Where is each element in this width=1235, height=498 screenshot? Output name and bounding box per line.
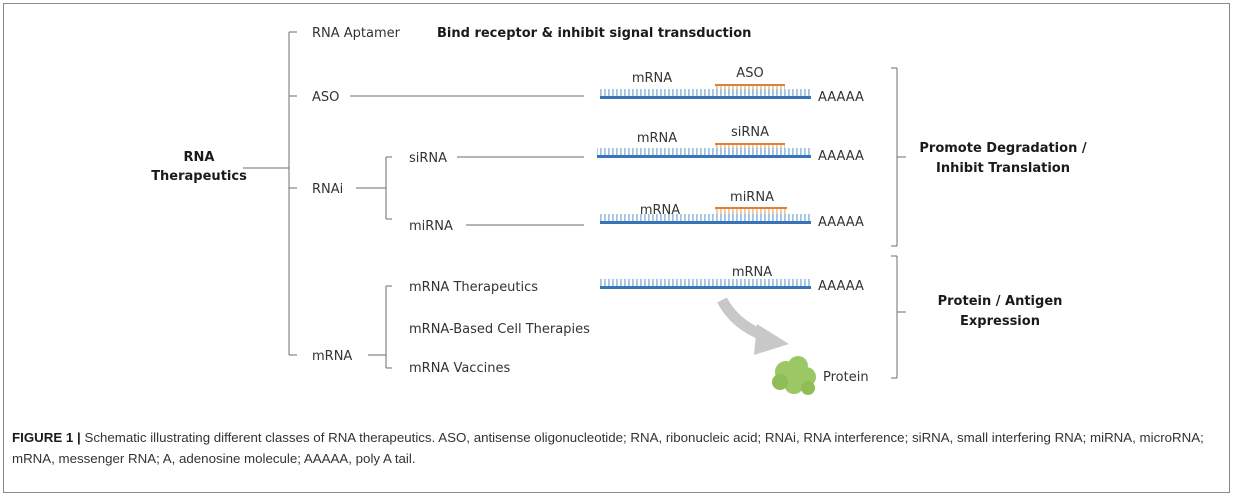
mirna-binder-label: miRNA (730, 190, 774, 205)
effect-expression-line1: Protein / Antigen (938, 294, 1063, 309)
sirna-poly-a-tail: AAAAA (818, 149, 864, 164)
mirna-binder-teeth (715, 209, 787, 217)
mirna-binder-bar (715, 207, 787, 209)
caption-figure-label: FIGURE 1 | (12, 430, 81, 445)
branch-rna-aptamer: RNA Aptamer (312, 26, 401, 41)
aso-strand-teeth (600, 89, 811, 96)
sirna-binder-bar (715, 143, 785, 145)
mrna-poly-a-tail: AAAAA (818, 279, 864, 294)
branch-mirna: miRNA (409, 219, 453, 234)
mirna-poly-a-tail: AAAAA (818, 215, 864, 230)
strand-mirna: mRNA miRNA AAAAA (600, 190, 864, 230)
sirna-binder-label: siRNA (731, 125, 769, 140)
branch-mrna: mRNA (312, 349, 352, 364)
sirna-strand-backbone (597, 155, 811, 158)
branch-mrna-vaccines: mRNA Vaccines (409, 361, 510, 376)
mrna-strand-teeth (600, 279, 811, 286)
effect-degradation-line2: Inhibit Translation (936, 161, 1070, 176)
branch-mrna-cell-therapies: mRNA-Based Cell Therapies (409, 322, 590, 337)
protein-label: Protein (823, 370, 869, 385)
mirna-strand-label: mRNA (640, 203, 680, 218)
strand-mrna: mRNA AAAAA (600, 265, 864, 294)
figure-frame (3, 3, 1230, 493)
aso-poly-a-tail: AAAAA (818, 90, 864, 105)
strand-sirna: mRNA siRNA AAAAA (597, 125, 864, 164)
aso-strand-backbone (600, 96, 811, 99)
sirna-strand-label: mRNA (637, 131, 677, 146)
figure-caption: FIGURE 1 | Schematic illustrating differ… (12, 427, 1207, 469)
branch-mrna-therapeutics: mRNA Therapeutics (409, 280, 538, 295)
branch-sirna: siRNA (409, 151, 447, 166)
aso-binder-bar (715, 84, 785, 86)
protein-icon (772, 356, 816, 395)
root-label-line2: Therapeutics (151, 169, 247, 184)
mrna-strand-backbone (600, 286, 811, 289)
caption-text: Schematic illustrating different classes… (12, 430, 1204, 466)
effect-expression-line2: Expression (960, 314, 1040, 329)
branch-aso: ASO (312, 90, 339, 105)
branch-rnai: RNAi (312, 182, 343, 197)
mrna-strand-label: mRNA (732, 265, 772, 280)
effect-degradation-line1: Promote Degradation / (919, 141, 1086, 156)
root-label-line1: RNA (184, 150, 215, 165)
mirna-strand-backbone (600, 221, 811, 224)
strand-aso: mRNA ASO AAAAA (600, 66, 864, 105)
sirna-strand-teeth (597, 148, 811, 155)
aptamer-description: Bind receptor & inhibit signal transduct… (437, 26, 751, 41)
rna-therapeutics-diagram: RNA Therapeutics RNA Aptamer Bind recept… (151, 26, 1087, 395)
translation-arrow-head (754, 324, 789, 355)
mirna-strand-teeth (600, 214, 811, 221)
aso-binder-label: ASO (736, 66, 763, 81)
aso-strand-label: mRNA (632, 71, 672, 86)
